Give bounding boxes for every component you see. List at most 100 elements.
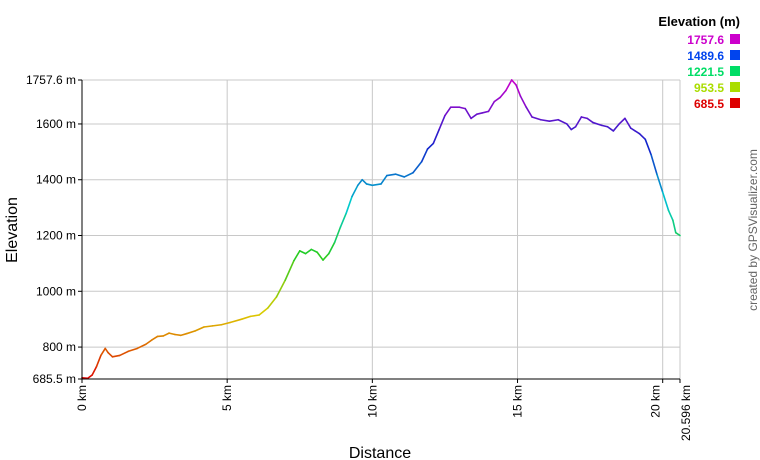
line-segment: [606, 125, 615, 132]
line-segment: [470, 113, 478, 120]
line-segment: [220, 321, 231, 326]
line-segment: [566, 123, 573, 131]
line-segment: [229, 318, 243, 324]
line-segment: [145, 339, 153, 346]
line-segment: [487, 100, 496, 113]
y-tick-label: 1200 m: [36, 229, 76, 243]
line-segment: [624, 117, 632, 129]
y-tick-label: 1400 m: [36, 173, 76, 187]
chart-grid: [81, 79, 681, 380]
line-segment: [339, 212, 348, 228]
line-segment: [600, 124, 609, 128]
legend-value: 685.5: [694, 97, 724, 111]
line-segment: [327, 241, 336, 255]
y-tick-label: 685.5 m: [33, 372, 76, 386]
line-segment: [150, 335, 159, 341]
line-segment: [386, 173, 397, 177]
legend-swatch: [730, 34, 740, 44]
line-segment: [211, 323, 223, 327]
line-segment: [650, 153, 658, 175]
x-tick-label: 20.596 km: [679, 385, 693, 441]
line-segment: [458, 106, 467, 110]
line-segment: [275, 279, 287, 298]
line-segment: [351, 184, 359, 198]
line-segment: [612, 123, 620, 132]
x-tick-label: 10 km: [365, 385, 379, 418]
line-segment: [194, 326, 205, 332]
line-segment: [162, 332, 170, 337]
x-axis-title: Distance: [349, 445, 411, 460]
line-segment: [493, 96, 501, 103]
line-segment: [464, 107, 472, 120]
line-segment: [298, 250, 307, 255]
legend-swatch: [730, 66, 740, 76]
line-segment: [81, 376, 89, 380]
y-tick-label: 1000 m: [36, 284, 76, 298]
line-segment: [333, 226, 342, 244]
line-segment: [618, 117, 626, 125]
line-segment: [592, 121, 603, 127]
x-tick-label: 15 km: [511, 385, 525, 418]
line-segment: [284, 259, 295, 281]
y-tick-label: 1600 m: [36, 117, 76, 131]
line-segment: [644, 138, 652, 156]
line-segment: [304, 248, 313, 255]
line-segment: [174, 333, 182, 337]
line-segment: [249, 314, 260, 318]
line-segment: [403, 171, 414, 178]
line-segment: [179, 332, 188, 337]
legend-value: 1221.5: [687, 65, 724, 79]
line-segment: [322, 252, 330, 261]
line-segment: [394, 173, 406, 178]
line-segment: [510, 79, 517, 86]
line-segment: [525, 106, 533, 118]
x-tick-label: 5 km: [220, 385, 234, 411]
line-segment: [361, 178, 368, 185]
line-segment: [574, 116, 583, 128]
legend-title: Elevation (m): [658, 14, 740, 29]
legend-swatch: [730, 98, 740, 108]
line-segment: [111, 354, 121, 358]
line-segment: [667, 209, 674, 221]
line-segment: [499, 89, 507, 99]
line-segment: [531, 116, 542, 121]
line-segment: [357, 178, 363, 187]
y-tick-label: 1757.6 m: [26, 73, 76, 87]
line-segment: [505, 79, 513, 92]
y-axis-title: Elevation: [4, 197, 21, 263]
line-segment: [539, 118, 551, 122]
line-segment: [156, 335, 165, 338]
line-segment: [107, 351, 114, 358]
line-segment: [476, 111, 484, 115]
legend: Elevation (m) 1757.6 1489.6 1221.5 953.5 685…: [658, 14, 740, 111]
line-segment: [127, 347, 138, 353]
line-segment: [168, 332, 176, 336]
credit-text: created by GPSVisualizer.com: [746, 149, 760, 311]
line-segment: [638, 132, 647, 141]
line-segment: [515, 84, 522, 97]
line-segment: [412, 160, 423, 174]
line-segment: [310, 248, 318, 254]
line-segment: [100, 347, 107, 357]
line-segment: [95, 354, 102, 368]
line-segment: [345, 195, 353, 214]
line-segment: [481, 110, 490, 114]
line-segment: [104, 347, 109, 354]
line-segment: [380, 174, 388, 185]
line-segment: [87, 374, 93, 380]
line-segment: [548, 118, 559, 122]
line-segment: [426, 142, 435, 150]
line-segment: [185, 330, 197, 335]
line-segment: [420, 148, 429, 163]
elevation-line: [81, 79, 681, 380]
line-segment: [629, 127, 641, 135]
line-segment: [674, 231, 681, 237]
line-segment: [136, 343, 147, 350]
line-segment: [444, 106, 452, 117]
line-segment: [661, 191, 670, 212]
line-segment: [267, 296, 278, 309]
chart-axes: 685.5 m 800 m 1000 m 1200 m 1400 m 1600 m 1757…: [26, 73, 693, 441]
line-segment: [118, 350, 130, 357]
line-segment: [586, 117, 594, 124]
